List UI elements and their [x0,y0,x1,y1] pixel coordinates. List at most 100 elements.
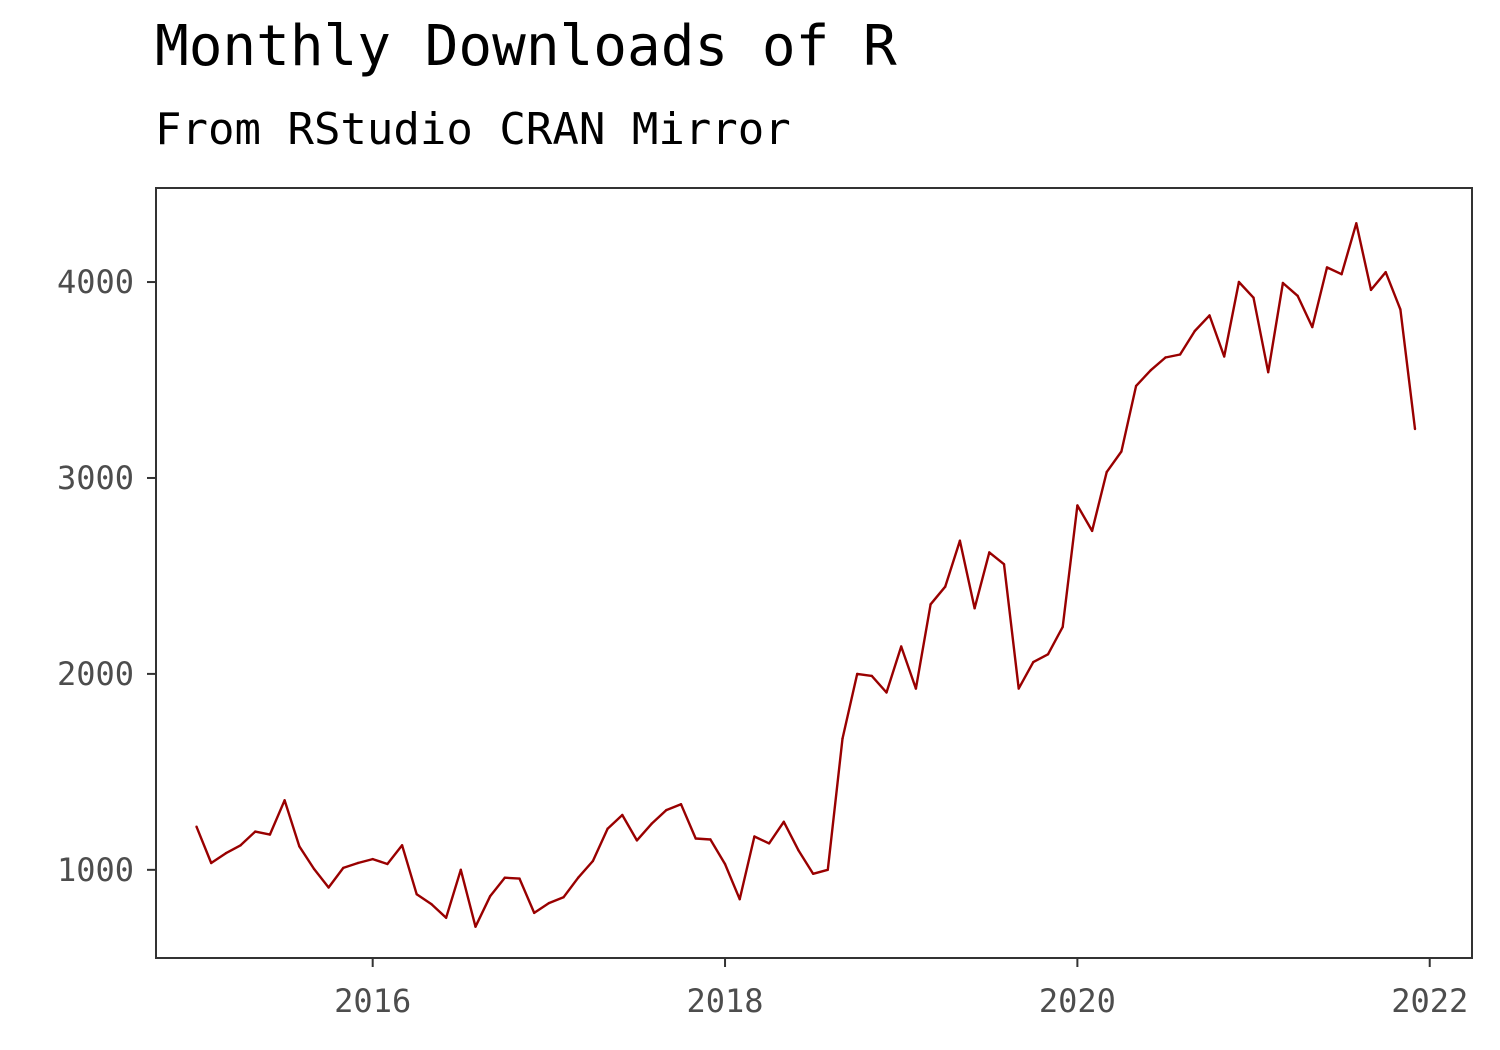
data-point [474,925,477,928]
data-point [577,876,580,879]
data-point [900,645,903,648]
data-point [606,827,609,830]
data-point [782,820,785,823]
data-point [1325,266,1329,269]
chart-subtitle: From RStudio CRAN Mirror [155,104,791,155]
data-point [1355,222,1358,225]
y-tick-label: 3000 [57,459,134,497]
data-point [811,872,815,875]
data-point [1090,529,1094,533]
data-point [1311,325,1314,329]
data-point [665,808,668,812]
data-point [356,861,360,865]
data-point [1178,353,1182,356]
data-point [929,603,932,606]
data-point [386,862,389,866]
chart-title: Monthly Downloads of R [155,14,897,79]
data-point [1134,384,1138,388]
data-point [1413,427,1417,431]
x-tick-label: 2020 [1039,982,1116,1020]
data-point [1340,273,1343,276]
data-point [547,901,551,905]
data-point [1046,653,1050,656]
data-point [562,896,565,899]
data-point [210,861,213,865]
data-point [767,842,771,845]
data-point [1237,280,1241,284]
data-point [1223,355,1226,358]
data-point [988,551,991,554]
data-point [1296,294,1299,297]
data-point [870,674,873,678]
series-group [195,222,1417,928]
series-line [195,222,1417,928]
data-point [268,833,272,836]
data-point [1061,625,1064,629]
data-point [753,835,756,838]
x-tick-label: 2022 [1391,982,1468,1020]
data-point [430,902,433,906]
data-point [459,868,462,871]
data-point [944,585,947,588]
data-point [312,867,316,871]
data-point [254,830,257,833]
data-point [533,911,536,915]
data-point [1252,296,1255,299]
y-tick-label: 2000 [57,655,134,693]
data-point [1164,356,1167,359]
data-point [1208,314,1211,317]
data-point [1032,660,1035,664]
data-point [1105,470,1108,474]
data-point [195,825,198,828]
data-point [239,844,242,847]
data-point [1281,281,1285,285]
data-point [327,886,330,889]
data-point [973,607,976,610]
data-point [415,893,418,896]
data-point [488,895,492,898]
data-point [591,859,595,863]
data-point [679,803,683,806]
data-point [371,857,374,861]
data-point [885,691,888,694]
data-point [635,839,639,842]
data-point [723,862,727,866]
x-tick-label: 2018 [687,982,764,1020]
data-point [400,844,404,847]
y-tick-label: 1000 [57,851,134,889]
data-point [709,838,712,841]
data-point [342,866,345,870]
data-point [856,672,859,676]
data-point [444,916,448,919]
x-tick-label: 2016 [334,982,411,1020]
data-point [1267,371,1270,374]
data-point [694,837,697,840]
data-point [826,868,829,871]
data-point [1002,563,1006,566]
data-point [797,849,800,852]
x-axis: 2016 2018 2020 2022 [334,958,1468,1020]
data-point [1399,308,1402,311]
data-point [503,876,506,879]
data-point [1120,450,1123,453]
data-point [298,845,301,848]
data-point [1076,504,1079,507]
data-point [958,539,962,542]
data-point [738,898,741,901]
data-point [914,687,918,690]
data-point [1017,687,1020,690]
y-tick-label: 4000 [57,263,134,301]
data-point [841,737,844,740]
data-point [283,799,286,802]
y-axis: 1000 2000 3000 4000 [57,263,156,889]
data-point [621,813,624,817]
data-point [224,852,228,855]
data-point [1149,369,1153,372]
plot-panel [155,187,1473,959]
data-point [1369,288,1373,292]
data-point [650,822,653,825]
data-point [1384,271,1387,274]
data-point [1193,329,1197,333]
data-point [518,877,521,880]
